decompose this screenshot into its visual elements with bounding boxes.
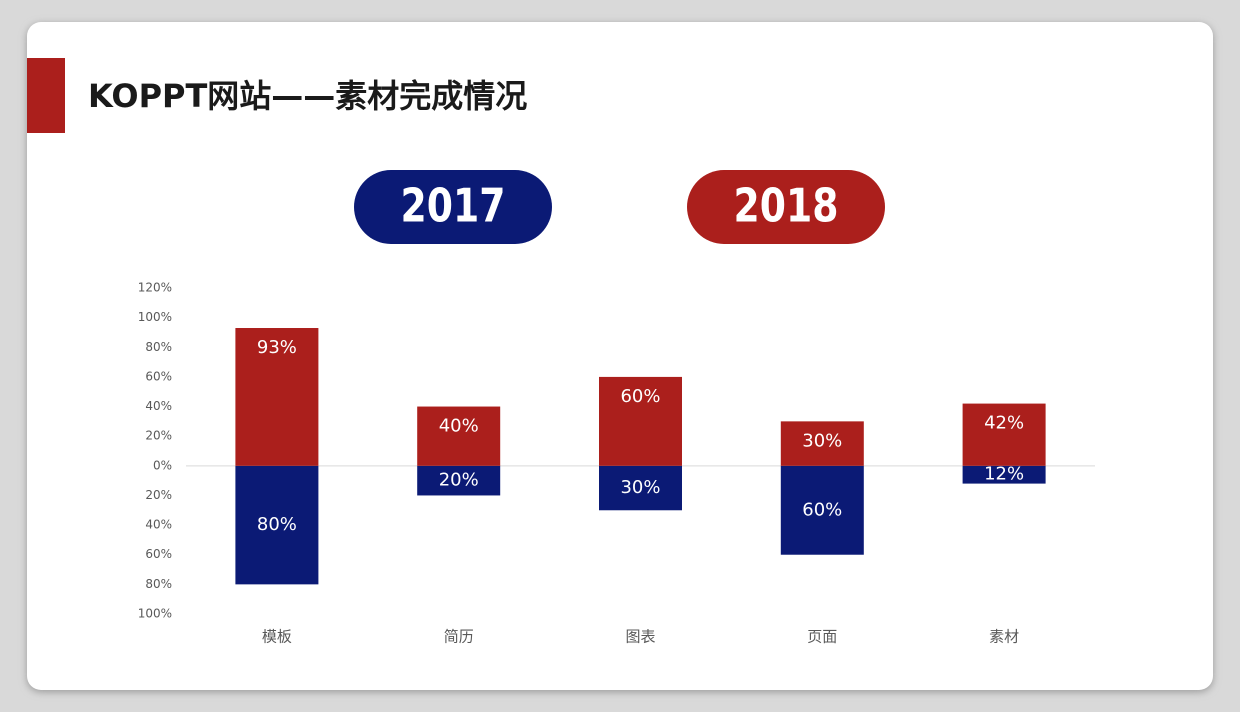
x-tick-label: 简历: [444, 628, 474, 646]
y-tick-label: 0%: [153, 458, 172, 472]
data-label: 12%: [984, 464, 1024, 485]
data-label: 30%: [620, 477, 660, 498]
data-label: 60%: [620, 386, 660, 407]
data-label: 40%: [439, 416, 479, 437]
bar: [962, 465, 1046, 484]
bar: [235, 328, 319, 466]
legend-label: 2018: [734, 179, 839, 233]
y-tick-label: 20%: [145, 429, 172, 443]
x-tick-label: 图表: [625, 628, 655, 646]
data-label: 80%: [257, 514, 297, 535]
y-tick-label: 80%: [145, 577, 172, 591]
data-label: 93%: [257, 337, 297, 358]
bar: [599, 376, 682, 466]
bar: [599, 465, 682, 511]
chart-title: KOPPT网站——素材完成情况: [88, 77, 527, 115]
bar: [417, 465, 501, 496]
bar: [962, 403, 1046, 466]
y-tick-label: 40%: [145, 399, 172, 413]
y-tick-label: 20%: [145, 488, 172, 502]
legend-pill: [687, 170, 885, 244]
y-tick-label: 100%: [138, 607, 172, 621]
x-tick-label: 素材: [989, 628, 1019, 646]
y-tick-label: 60%: [145, 547, 172, 561]
y-tick-label: 80%: [145, 340, 172, 354]
y-tick-label: 40%: [145, 518, 172, 532]
data-label: 42%: [984, 413, 1024, 434]
legend-pill: [354, 170, 552, 244]
x-tick-label: 模板: [262, 628, 292, 646]
legend-label: 2017: [401, 179, 506, 233]
data-label: 60%: [802, 499, 842, 520]
card: [27, 22, 1213, 690]
data-label: 20%: [439, 470, 479, 491]
data-label: 30%: [802, 430, 842, 451]
y-tick-label: 100%: [138, 310, 172, 324]
bar: [780, 421, 864, 466]
title-accent: [27, 58, 65, 133]
y-tick-label: 120%: [138, 281, 172, 295]
y-tick-label: 60%: [145, 369, 172, 383]
bar: [780, 465, 864, 555]
bar: [235, 465, 319, 585]
bar: [417, 406, 501, 466]
x-tick-label: 页面: [807, 628, 837, 646]
